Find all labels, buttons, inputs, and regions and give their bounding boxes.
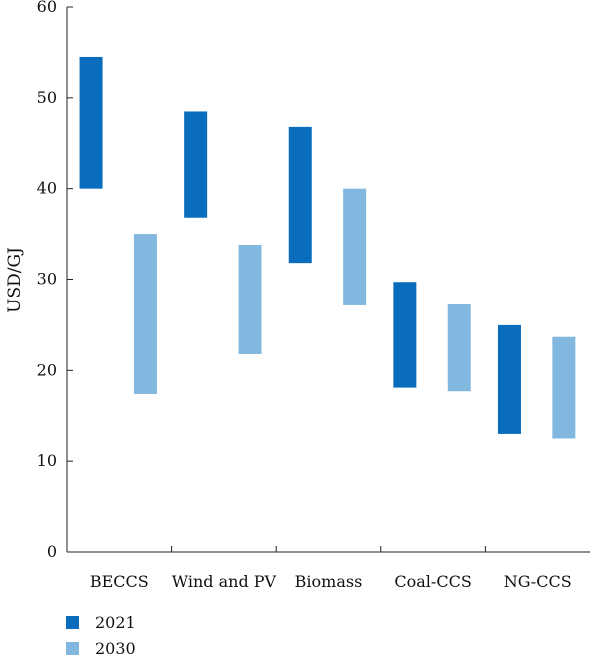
- category-label: Coal-CCS: [394, 572, 471, 591]
- bar-2021-beccs: [79, 56, 103, 189]
- bar-2021-ng-ccs: [497, 324, 521, 434]
- y-tick-label: 0: [47, 542, 57, 561]
- x-axis: [67, 546, 590, 553]
- legend-label-2030: 2030: [95, 638, 136, 658]
- y-tick-label: 30: [37, 270, 57, 289]
- y-tick-label: 10: [37, 451, 57, 470]
- legend: 2021 2030: [66, 610, 136, 662]
- legend-swatch-2030: [66, 641, 79, 655]
- bar-2030-biomass: [343, 188, 367, 305]
- bar-2030-ng-ccs: [552, 336, 576, 439]
- y-tick-label: 20: [37, 360, 57, 379]
- y-axis-title: USD/GJ: [5, 247, 25, 313]
- y-tick-label: 60: [37, 0, 57, 16]
- bar-2021-coal-ccs: [393, 282, 417, 388]
- legend-item-2021: 2021: [66, 610, 136, 634]
- category-label: Biomass: [295, 572, 363, 591]
- bar-2030-beccs: [133, 234, 157, 394]
- bars: [79, 56, 576, 439]
- bar-2021-biomass: [288, 126, 312, 264]
- legend-label-2021: 2021: [95, 612, 136, 632]
- category-label: BECCS: [90, 572, 149, 591]
- category-label: NG-CCS: [504, 572, 572, 591]
- y-tick-label: 50: [37, 88, 57, 107]
- bar-2021-wind-and-pv: [184, 111, 208, 218]
- y-tick-label: 40: [37, 179, 57, 198]
- category-labels: BECCS Wind and PV Biomass Coal-CCS NG-CCS: [90, 572, 572, 591]
- bar-2030-wind-and-pv: [238, 244, 262, 354]
- legend-item-2030: 2030: [66, 636, 136, 660]
- legend-swatch-2021: [66, 615, 79, 629]
- y-axis: 0 10 20 30 40 50 60: [37, 0, 73, 561]
- bar-2030-coal-ccs: [447, 304, 471, 392]
- category-label: Wind and PV: [172, 572, 277, 591]
